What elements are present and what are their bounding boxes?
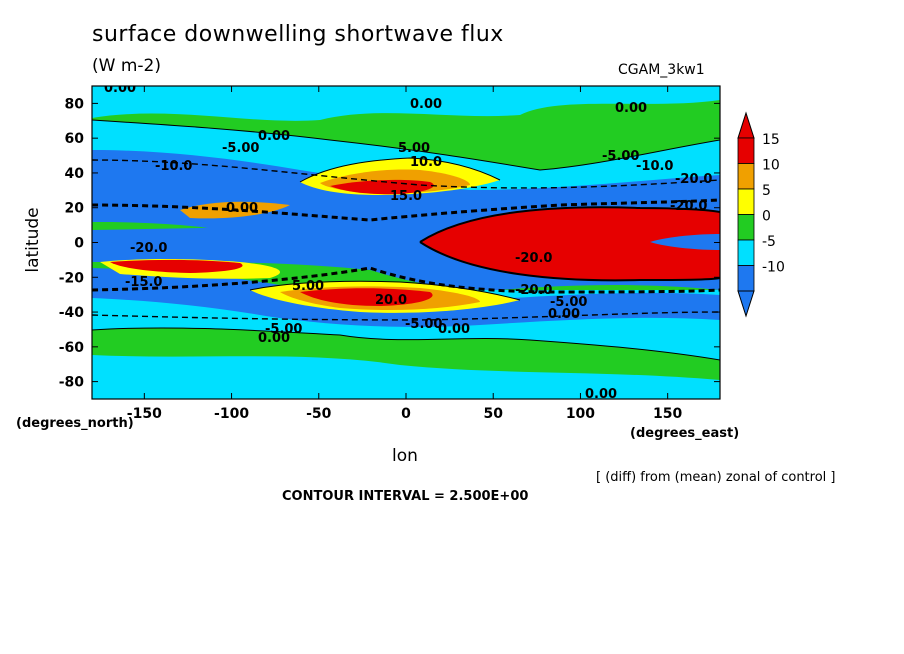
contour-label: 0.00: [258, 129, 290, 144]
colorbar-swatch: [737, 163, 755, 190]
contour-lines: [92, 119, 720, 361]
x-tick-label: 50: [483, 406, 503, 422]
contour-label: 0.00: [226, 201, 258, 216]
field-region-negative-core-east: [650, 234, 720, 250]
contour-label: -5.00: [222, 141, 259, 156]
contour-label: -5.00: [602, 149, 639, 164]
colorbar-label: 15: [762, 132, 780, 148]
y-tick-label: 20: [65, 201, 85, 217]
colorbar-swatch: [737, 188, 755, 215]
contour-line: [92, 327, 720, 361]
contour-label: 0.00: [410, 97, 442, 112]
contour-interval: CONTOUR INTERVAL = 2.500E+00: [282, 489, 529, 504]
contour-label: -15.0: [125, 275, 162, 290]
colorbar-extend-max: [737, 111, 755, 139]
x-tick-label: -50: [306, 406, 332, 422]
field-region-hot-north-a: [330, 179, 434, 195]
contour-label: 0.00: [258, 331, 290, 346]
y-axis: 80 60 40 20 0 -20 -40 -60 -80: [59, 96, 720, 391]
run-label: CGAM_3kw1: [618, 62, 705, 78]
dashed-contours: [92, 159, 720, 321]
contour-label: 5.00: [398, 141, 430, 156]
contour-label: 5.00: [292, 279, 324, 294]
contour-line: [419, 206, 720, 243]
contour-label: -5.00: [405, 317, 442, 332]
field-region-strong-negative-north: [92, 150, 720, 240]
chart-title: surface downwelling shortwave flux: [92, 22, 504, 47]
contour-label: -10.0: [155, 159, 192, 174]
contour-labels: 0.00 0.00 0.00 0.00 -5.00 5.00 10.0 -5.0…: [104, 81, 712, 402]
colorbar-swatch: [737, 265, 755, 292]
x-axis: -150 -100 -50 0 50 100 150: [127, 86, 683, 422]
field-region-negative-south: [92, 355, 720, 399]
y-tick-label: 0: [74, 236, 84, 252]
y-tick-label: 60: [65, 131, 85, 147]
contour-line: [249, 280, 521, 301]
colorbar-label: -5: [762, 234, 776, 250]
colorbar-label: 10: [762, 158, 780, 174]
field-region-hot-south-b: [110, 259, 243, 273]
contour-line-dashed: [92, 311, 720, 321]
colorbar-extend-min: [737, 290, 755, 318]
y-tick-label: -80: [59, 375, 85, 391]
x-tick-label: 100: [566, 406, 595, 422]
contour-line-dashed: [92, 266, 720, 294]
contour-label: -5.00: [550, 295, 587, 310]
chart-units: (W m-2): [92, 56, 161, 76]
x-tick-label: -150: [127, 406, 162, 422]
field-region-hot-south-a: [300, 288, 433, 306]
y-tick-label: -20: [59, 270, 85, 286]
contour-label: -20.0: [670, 199, 707, 214]
contour-label: -20.0: [515, 283, 552, 298]
y-tick-label: -60: [59, 340, 85, 356]
y-tick-label: -40: [59, 305, 85, 321]
contour-line: [299, 157, 501, 183]
contour-label: 0.00: [615, 101, 647, 116]
y-tick-label: 80: [65, 96, 85, 112]
contour-line-dashed: [92, 159, 720, 189]
contour-line: [419, 241, 720, 282]
colorbar: 15 10 5 0 -5 -10: [737, 111, 785, 318]
contour-label: 10.0: [410, 155, 442, 170]
x-axis-units: (degrees_east): [630, 426, 740, 441]
colorbar-label: -10: [762, 260, 785, 276]
contour-label: -5.00: [265, 322, 302, 337]
x-tick-label: -100: [214, 406, 249, 422]
contour-label: 0.00: [585, 387, 617, 402]
contour-label: -10.0: [636, 159, 673, 174]
field-region-strong-negative-south: [92, 268, 720, 327]
contour-label: 15.0: [390, 189, 422, 204]
colorbar-swatch: [737, 239, 755, 266]
field-map: 0.00 0.00 0.00 0.00 -5.00 5.00 10.0 -5.0…: [92, 81, 720, 402]
x-tick-label: 150: [653, 406, 682, 422]
contour-label: 20.0: [375, 293, 407, 308]
colorbar-label: 5: [762, 183, 771, 199]
x-axis-title: lon: [392, 446, 418, 466]
contour-label: 0.00: [548, 307, 580, 322]
contour-label: -20.0: [515, 251, 552, 266]
contour-label: 0.00: [438, 322, 470, 337]
y-tick-label: 40: [65, 166, 85, 182]
colorbar-swatch: [737, 137, 755, 164]
contour-label: 0.00: [104, 81, 136, 96]
x-tick-label: 0: [401, 406, 411, 422]
contour-line: [92, 119, 720, 171]
y-axis-units: (degrees_north): [16, 416, 134, 431]
field-region-negative-north: [92, 86, 720, 121]
contour-label: -20.0: [675, 172, 712, 187]
diff-note: [ (diff) from (mean) zonal of control ]: [596, 470, 836, 485]
colorbar-swatch: [737, 214, 755, 241]
field-region-hot-equatorial-east: [420, 207, 720, 281]
contour-label: -20.0: [130, 241, 167, 256]
colorbar-label: 0: [762, 209, 771, 225]
contour-line-dashed: [92, 198, 720, 222]
